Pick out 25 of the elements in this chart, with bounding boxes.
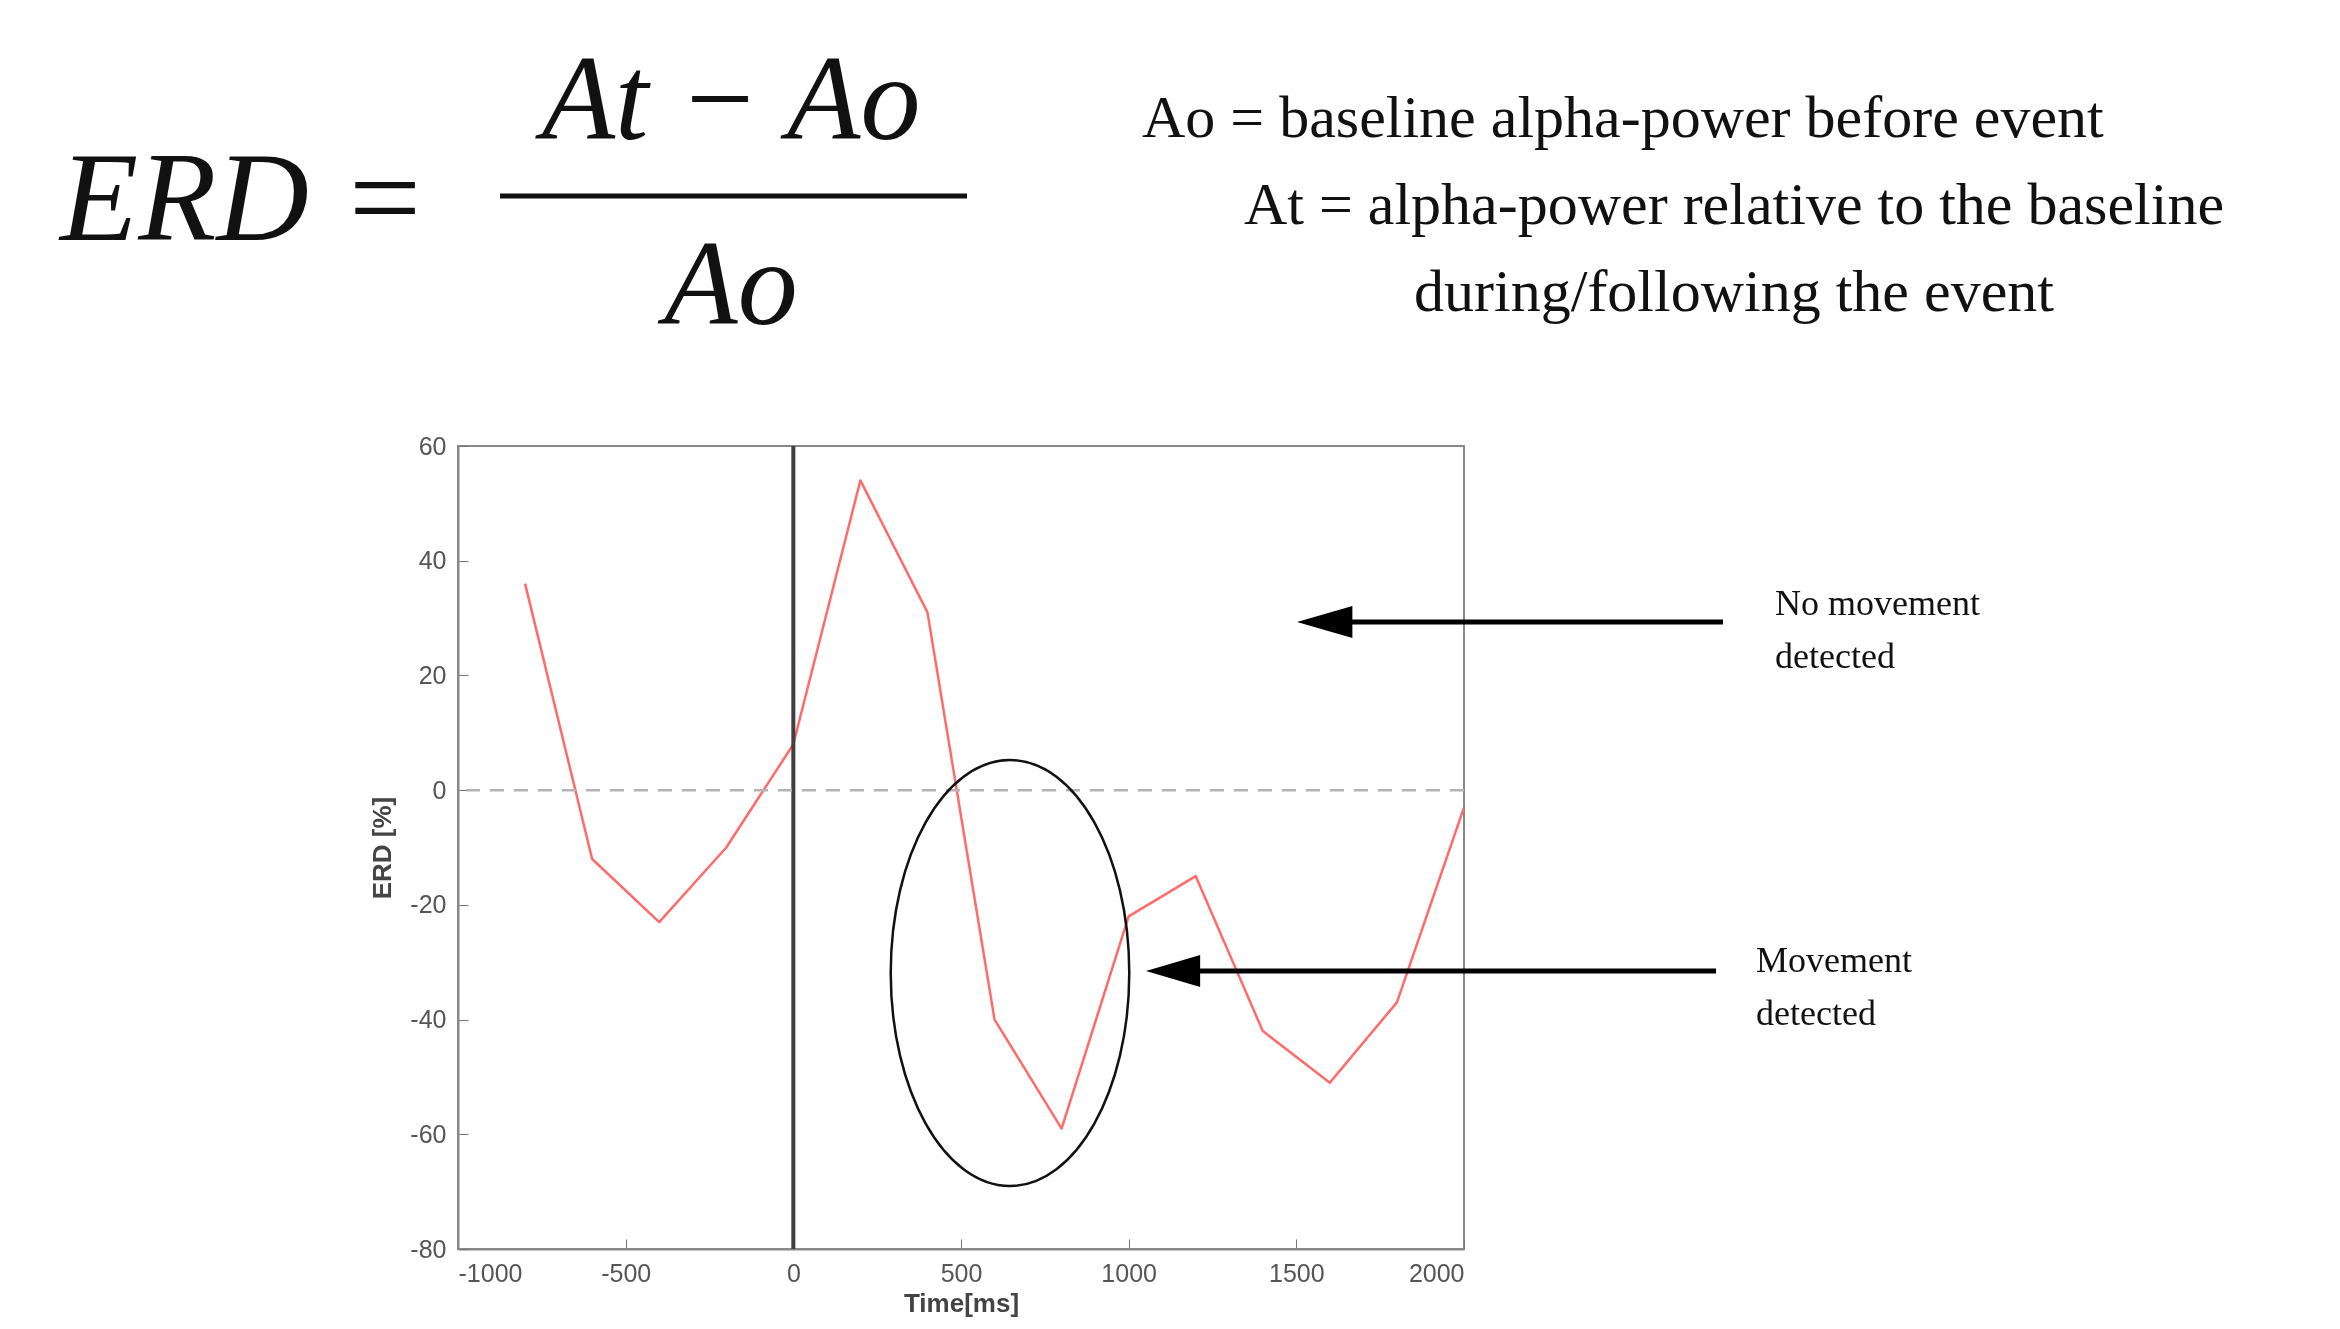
x-tick-label: -500 (601, 1258, 652, 1287)
y-tick-label: 40 (418, 546, 447, 575)
y-tick-label: -60 (410, 1119, 447, 1148)
x-tick-label: -1000 (458, 1258, 523, 1287)
y-tick-label: 20 (418, 660, 447, 689)
y-axis-title: ERD [%] (367, 796, 398, 900)
x-tick-label: 1000 (1101, 1258, 1157, 1287)
text: Ao (657, 217, 798, 350)
y-tick-label: -20 (410, 890, 447, 919)
x-tick-label: 500 (940, 1258, 983, 1287)
y-tick-label: -40 (410, 1005, 447, 1034)
x-tick-label: 1500 (1269, 1258, 1325, 1287)
line-series (523, 479, 1464, 1130)
text: Ao = baseline alpha-power before event (1142, 84, 2105, 150)
y-tick-label: 0 (432, 775, 447, 804)
x-tick-label: 2000 (1408, 1258, 1465, 1287)
text: At = alpha-power relative to the baseline during/following the event (1243, 171, 2225, 324)
y-tick-label: 60 (418, 431, 447, 460)
x-axis-title: Time[ms] (903, 1287, 1020, 1318)
x-tick-label: 0 (786, 1258, 801, 1287)
text: At − Ao (534, 32, 921, 165)
text: No movement detected (1775, 583, 1980, 676)
y-tick-label: -80 (410, 1234, 447, 1263)
text: Movement detected (1756, 940, 1912, 1033)
text: ERD = (58, 126, 428, 268)
